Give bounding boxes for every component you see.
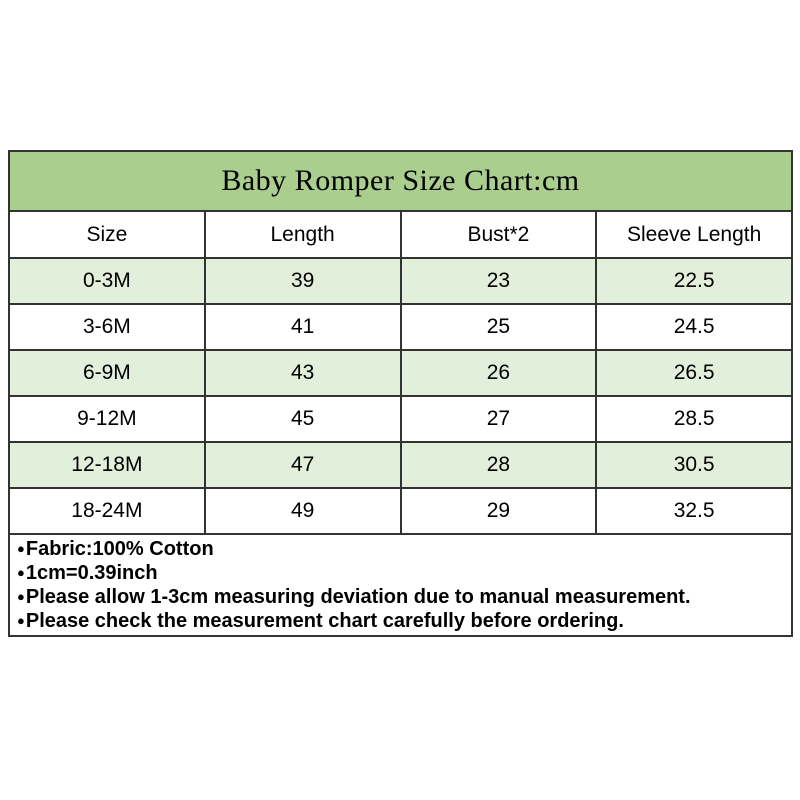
cell-size: 9-12M	[8, 395, 206, 443]
note-conversion: ●1cm=0.39inch	[17, 561, 785, 585]
bullet-icon: ●	[17, 589, 25, 604]
cell-length: 43	[203, 349, 402, 397]
note-fabric: ●Fabric:100% Cotton	[17, 537, 785, 561]
cell-sleeve: 28.5	[595, 395, 793, 443]
note-text: Fabric:100% Cotton	[25, 538, 214, 560]
cell-sleeve: 32.5	[595, 487, 793, 535]
bullet-icon: ●	[17, 565, 25, 580]
bullet-icon: ●	[17, 541, 25, 556]
cell-bust: 25	[399, 303, 598, 351]
cell-size: 18-24M	[8, 487, 206, 535]
cell-length: 41	[203, 303, 402, 351]
cell-size: 6-9M	[8, 349, 206, 397]
cell-bust: 23	[399, 257, 598, 305]
cell-bust: 26	[399, 349, 598, 397]
cell-length: 49	[203, 487, 402, 535]
cell-size: 0-3M	[8, 257, 206, 305]
cell-bust: 29	[399, 487, 598, 535]
cell-length: 39	[203, 257, 402, 305]
chart-title: Baby Romper Size Chart:cm	[8, 150, 793, 212]
column-header-sleeve: Sleeve Length	[595, 210, 793, 259]
note-check-chart: ●Please check the measurement chart care…	[17, 609, 785, 633]
cell-length: 47	[203, 441, 402, 489]
note-deviation: ●Please allow 1-3cm measuring deviation …	[17, 585, 785, 609]
cell-sleeve: 22.5	[595, 257, 793, 305]
column-header-length: Length	[203, 210, 402, 259]
cell-sleeve: 26.5	[595, 349, 793, 397]
header-row: Size Length Bust*2 Sleeve Length	[8, 210, 793, 259]
table-row: 0-3M 39 23 22.5	[8, 257, 793, 305]
note-text: Please check the measurement chart caref…	[25, 610, 624, 632]
cell-sleeve: 24.5	[595, 303, 793, 351]
column-header-bust: Bust*2	[399, 210, 598, 259]
cell-bust: 27	[399, 395, 598, 443]
title-row: Baby Romper Size Chart:cm	[8, 150, 793, 212]
notes-section: ●Fabric:100% Cotton ●1cm=0.39inch ●Pleas…	[8, 533, 793, 637]
size-chart-table: Baby Romper Size Chart:cm Size Length Bu…	[8, 150, 793, 637]
column-header-size: Size	[8, 210, 206, 259]
bullet-icon: ●	[17, 613, 25, 628]
table-row: 18-24M 49 29 32.5	[8, 487, 793, 535]
table-row: 6-9M 43 26 26.5	[8, 349, 793, 397]
table-row: 9-12M 45 27 28.5	[8, 395, 793, 443]
table-row: 12-18M 47 28 30.5	[8, 441, 793, 489]
notes-row: ●Fabric:100% Cotton ●1cm=0.39inch ●Pleas…	[8, 533, 793, 637]
table-row: 3-6M 41 25 24.5	[8, 303, 793, 351]
cell-sleeve: 30.5	[595, 441, 793, 489]
note-text: Please allow 1-3cm measuring deviation d…	[25, 586, 691, 608]
cell-length: 45	[203, 395, 402, 443]
cell-size: 3-6M	[8, 303, 206, 351]
cell-bust: 28	[399, 441, 598, 489]
note-text: 1cm=0.39inch	[25, 562, 158, 584]
cell-size: 12-18M	[8, 441, 206, 489]
